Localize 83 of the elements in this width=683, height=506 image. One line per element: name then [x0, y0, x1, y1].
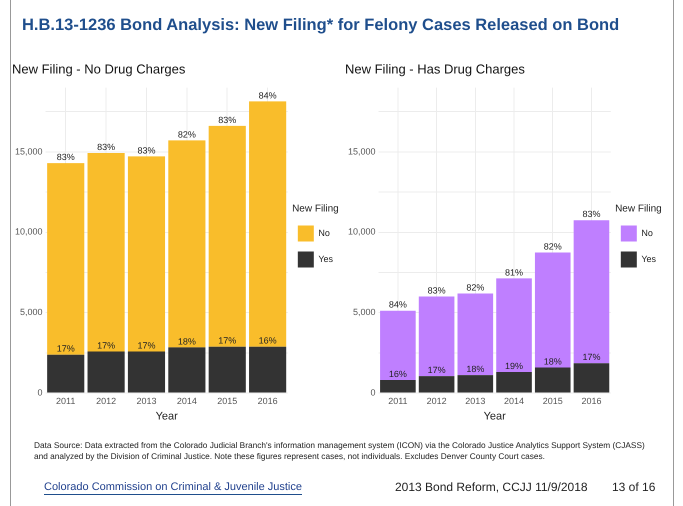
bar — [249, 346, 286, 392]
annotation: 17% — [582, 352, 600, 362]
bar — [496, 372, 532, 392]
source-note: Data Source: Data extracted from the Colorado Judicial Branch's information management system (ICON) via the Colorado Justice Analytics Support System (CJASS) and analyzed by the Division of Criminal Justice. Note these figures represent cases, not individuals. Excludes Denver County Court cases. — [34, 440, 646, 462]
text: H.B.13-1236 Bond Analysis: New Filing* for Felony Cases Released on Bond — [22, 16, 620, 35]
annotation: 18% — [544, 356, 562, 366]
x-tick-label: 2013 — [465, 396, 486, 406]
y-tick-label: 5,000 — [20, 307, 43, 318]
bar — [47, 163, 84, 355]
legend-title: New Filing — [615, 203, 662, 214]
annotation: 83% — [218, 114, 236, 125]
annotation: 17% — [56, 344, 75, 354]
bar — [574, 220, 610, 364]
annotation: 82% — [466, 282, 484, 292]
bar — [208, 346, 246, 392]
x-tick-label: 2014 — [176, 396, 197, 406]
x-tick-label: 2011 — [388, 396, 408, 406]
annotation: 17% — [97, 340, 116, 351]
bar — [534, 367, 571, 392]
bar — [47, 354, 84, 392]
x-tick-label: 2016 — [581, 396, 602, 406]
x-tick-label: 2013 — [136, 396, 156, 406]
bar — [249, 101, 286, 347]
annotation: 16% — [388, 368, 407, 379]
bar — [88, 352, 125, 392]
bar — [128, 156, 166, 352]
y-tick-label: 10,000 — [14, 226, 43, 237]
bar — [418, 296, 454, 376]
annotation: 83% — [137, 145, 156, 156]
annotation: 18% — [178, 336, 196, 346]
x-tick-label: 2016 — [258, 396, 278, 406]
x-tick-label: 2015 — [217, 396, 238, 406]
chart-title: New Filing - No Drug Charges — [12, 61, 186, 76]
x-tick-label: 2012 — [96, 396, 116, 406]
annotation: 83% — [97, 142, 116, 152]
text: 2013 Bond Reform, CCJJ 11/9/2018 — [395, 480, 588, 494]
annotation: 18% — [466, 364, 484, 374]
x-tick-label: 2014 — [504, 396, 524, 406]
bar — [496, 278, 532, 372]
annotation: 17% — [137, 340, 156, 351]
annotation: 16% — [258, 336, 277, 346]
bar — [168, 347, 206, 392]
bar — [88, 153, 125, 352]
annotation: 82% — [544, 242, 562, 252]
x-tick-label: 2012 — [426, 396, 447, 406]
annotation: 84% — [258, 90, 277, 100]
annotation: 17% — [428, 365, 446, 376]
bar — [458, 294, 494, 376]
annotation: 17% — [218, 336, 236, 346]
x-axis-title: Year — [156, 410, 178, 422]
annotation: 83% — [582, 209, 600, 220]
bar — [168, 140, 206, 348]
legend-label: No — [318, 228, 330, 238]
annotation: 83% — [428, 286, 446, 296]
bar — [418, 376, 454, 392]
text: 13 of 16 — [612, 480, 656, 494]
y-tick-label: 0 — [38, 387, 43, 398]
y-tick-label: 15,000 — [14, 146, 43, 156]
bar — [574, 363, 610, 392]
legend-label: Yes — [641, 254, 656, 264]
annotation: 84% — [388, 300, 407, 310]
legend-label: No — [641, 228, 653, 238]
bar — [534, 252, 571, 368]
y-tick-label: 5,000 — [352, 307, 376, 318]
y-tick-label: 0 — [370, 387, 376, 398]
legend-label: Yes — [318, 254, 334, 264]
x-tick-label: 2011 — [56, 396, 76, 406]
legend-title: New Filing — [292, 203, 339, 214]
x-tick-label: 2015 — [542, 396, 563, 406]
bar — [128, 352, 166, 392]
bar — [380, 380, 416, 392]
y-tick-label: 15,000 — [348, 146, 376, 156]
annotation: 81% — [505, 267, 524, 278]
x-axis-title: Year — [484, 410, 506, 422]
chart-title: New Filing - Has Drug Charges — [345, 61, 526, 76]
annotation: 83% — [56, 152, 75, 162]
bar — [458, 375, 494, 392]
text: Colorado Commission on Criminal & Juvenile Justice — [44, 481, 302, 495]
y-tick-label: 10,000 — [348, 226, 376, 237]
bar — [380, 310, 416, 380]
annotation: 19% — [505, 360, 524, 371]
annotation: 82% — [178, 129, 196, 140]
bar — [208, 126, 246, 347]
